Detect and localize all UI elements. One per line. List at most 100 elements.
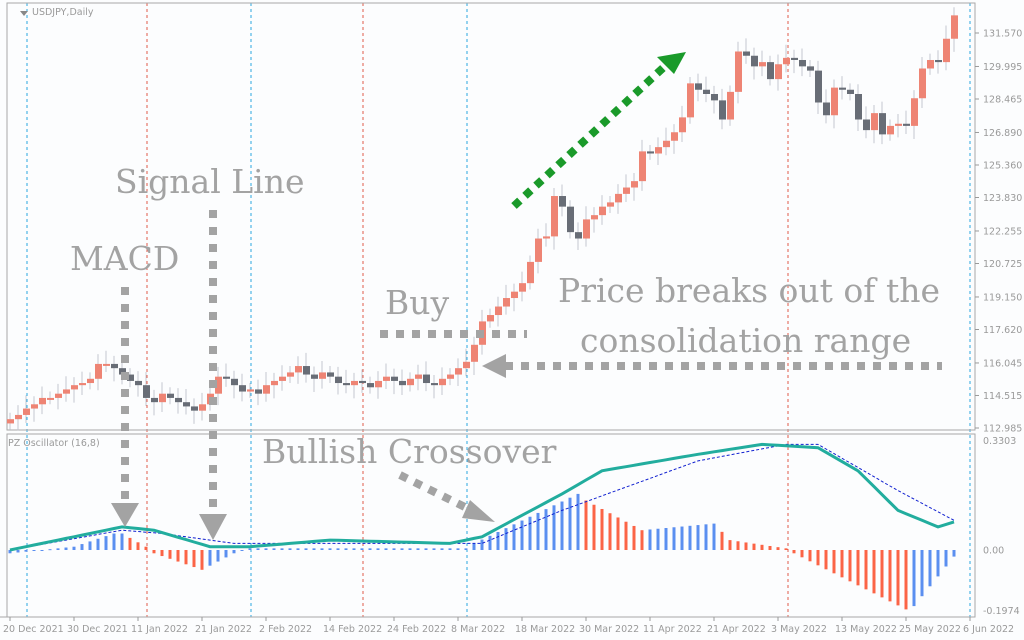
bull-candle <box>591 215 598 220</box>
bull-candle <box>55 393 62 398</box>
bear-candle <box>719 100 726 120</box>
bull-candle <box>79 383 86 386</box>
bull-candle <box>463 361 470 369</box>
date-label: 14 Feb 2022 <box>323 624 382 635</box>
symbol-title: USDJPY,Daily <box>32 7 94 18</box>
bull-candle <box>71 385 78 390</box>
histogram-bar <box>672 527 676 550</box>
histogram-bar <box>784 548 788 550</box>
histogram-bar <box>616 517 620 550</box>
histogram-bar <box>816 550 820 566</box>
histogram-bar <box>72 546 76 550</box>
bear-candle <box>399 380 406 386</box>
bull-candle <box>295 366 302 373</box>
bear-candle <box>575 232 582 239</box>
date-label: 21 Jan 2022 <box>195 624 252 635</box>
histogram-bar <box>344 548 348 550</box>
histogram-bar <box>432 548 436 550</box>
price-label: 128.465 <box>983 94 1022 105</box>
bull-candle <box>631 181 638 188</box>
histogram-bar <box>752 543 756 550</box>
histogram-bar <box>944 550 948 567</box>
bear-candle <box>767 62 774 80</box>
histogram-bar <box>240 550 244 551</box>
histogram-bar <box>384 548 388 550</box>
bull-candle <box>583 219 590 239</box>
bull-candle <box>23 408 30 415</box>
bear-candle <box>791 57 798 60</box>
oscillator-label: 0.3303 <box>983 436 1016 447</box>
collapse-triangle-icon[interactable] <box>20 11 28 16</box>
bull-candle <box>919 68 926 99</box>
bull-candle <box>943 38 950 63</box>
bull-candle <box>279 376 286 381</box>
bear-candle <box>311 374 318 379</box>
histogram-bar <box>280 548 284 550</box>
bear-candle <box>695 83 702 90</box>
bear-candle <box>151 397 158 403</box>
histogram-bar <box>480 539 484 550</box>
signal-line <box>9 443 955 551</box>
crossover-arrow <box>398 471 477 516</box>
bull-candle <box>415 374 422 379</box>
bear-candle <box>335 376 342 384</box>
histogram-bar <box>496 531 500 550</box>
annotation-breakout-1: Price breaks out of the <box>558 271 940 310</box>
histogram-bar <box>800 550 804 558</box>
histogram-bar <box>96 538 100 550</box>
histogram-bar <box>200 550 204 570</box>
histogram-bar <box>448 548 452 550</box>
histogram-bar <box>504 528 508 550</box>
histogram-bar <box>272 548 276 550</box>
date-label: 30 Mar 2022 <box>579 624 639 635</box>
histogram-bar <box>896 550 900 606</box>
histogram-bar <box>840 550 844 578</box>
histogram-bar <box>176 550 180 562</box>
histogram-bar <box>248 548 252 550</box>
oscillator-label: -0.1974 <box>983 606 1020 617</box>
candles <box>7 7 958 431</box>
date-label: 24 Feb 2022 <box>387 624 446 635</box>
bear-candle <box>167 393 174 398</box>
histogram-bar <box>608 513 612 550</box>
bear-candle <box>391 376 398 381</box>
bear-candle <box>367 383 374 388</box>
histogram-bar <box>64 547 68 550</box>
bull-candle <box>639 151 646 182</box>
bull-candle <box>607 202 614 207</box>
histogram-bar <box>312 548 316 550</box>
bull-candle <box>95 363 102 379</box>
histogram-bar <box>144 546 148 550</box>
histogram-bar <box>776 547 780 550</box>
bull-candle <box>215 376 222 394</box>
histogram-bar <box>8 550 12 554</box>
bull-candle <box>599 206 606 216</box>
histogram-bar <box>560 501 564 550</box>
histogram-bar <box>664 527 668 550</box>
histogram-bar <box>336 548 340 550</box>
bull-candle <box>15 414 22 420</box>
bear-candle <box>935 59 942 63</box>
bull-candle <box>527 261 534 284</box>
histogram-bar <box>512 524 516 550</box>
histogram-bar <box>920 550 924 597</box>
bear-candle <box>231 378 238 386</box>
price-label: 119.150 <box>983 292 1022 303</box>
bear-candle <box>751 55 758 67</box>
bull-candle <box>375 380 382 388</box>
bull-candle <box>439 378 446 386</box>
histogram-bar <box>112 533 116 550</box>
arrow-right-down-icon <box>462 500 495 522</box>
bear-candle <box>815 70 822 103</box>
bear-candle <box>223 376 230 379</box>
histogram-bar <box>760 544 764 550</box>
bull-candle <box>383 376 390 381</box>
bull-candle <box>63 389 70 394</box>
price-label: 131.570 <box>983 29 1022 40</box>
histogram-bar <box>256 548 260 550</box>
bull-candle <box>455 368 462 375</box>
bull-candle <box>895 123 902 126</box>
bull-candle <box>263 385 270 394</box>
histogram-bar <box>592 504 596 550</box>
